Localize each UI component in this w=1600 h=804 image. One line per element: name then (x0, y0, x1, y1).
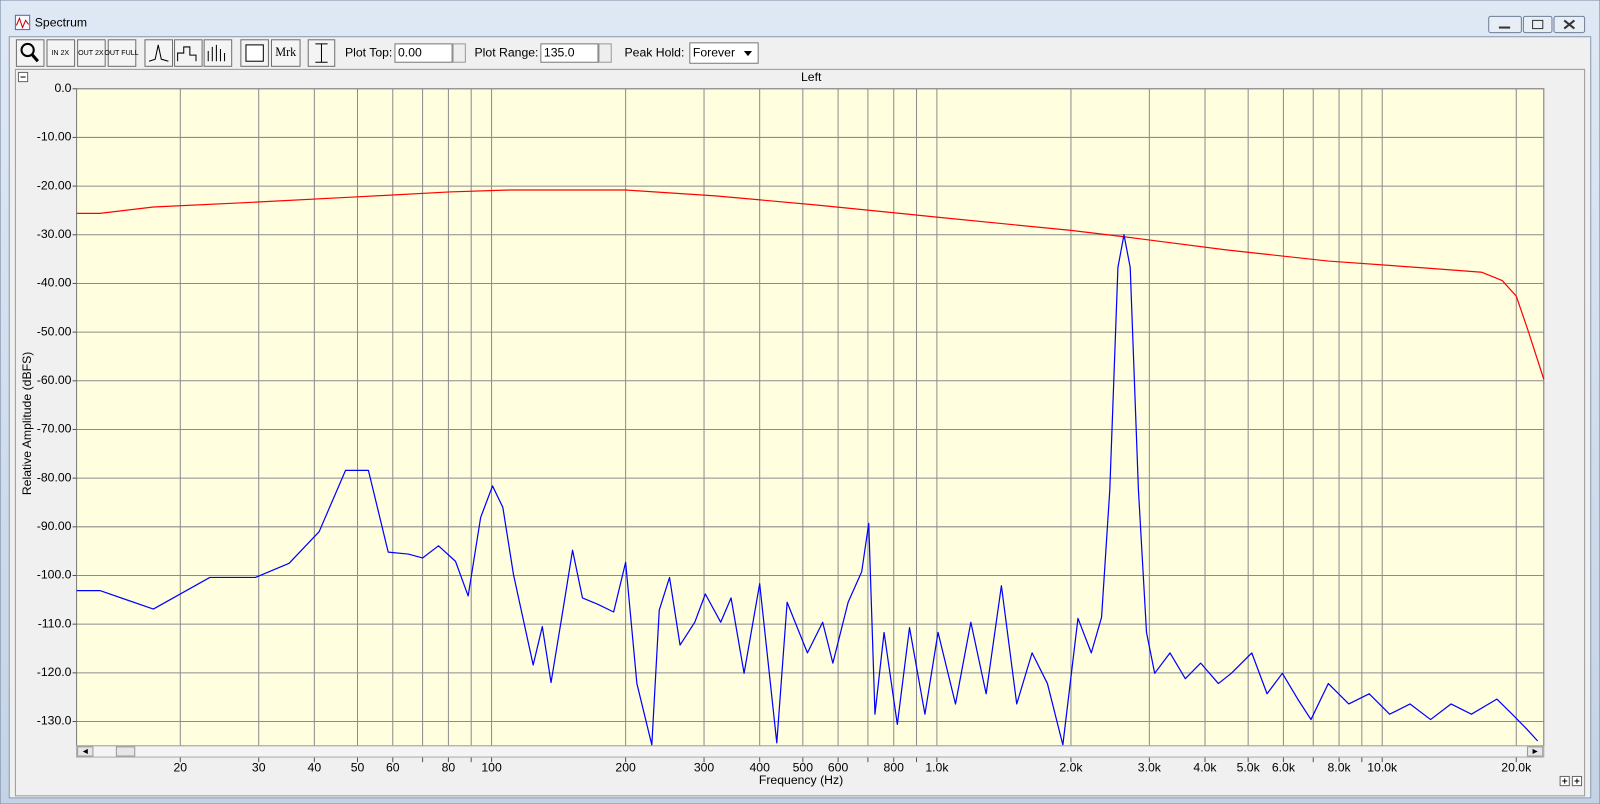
x-tick-label: 50 (351, 761, 365, 775)
app-icon-graph (15, 16, 30, 29)
x-tick-label: 3.0k (1138, 761, 1162, 775)
scroll-thumb[interactable] (115, 746, 136, 757)
x-tick-label: 20 (173, 761, 187, 775)
x-tick-label: 2.0k (1059, 761, 1083, 775)
series-line (76, 189, 1545, 380)
x-tick-label: 6.0k (1272, 761, 1296, 775)
dropdown-arrow (743, 51, 753, 57)
scrollbar[interactable] (76, 745, 1545, 758)
chart-title: Left (801, 70, 822, 84)
x-tick-label: 300 (694, 761, 715, 775)
x-tick-label: 60 (386, 761, 400, 775)
axis-labels: 0.0 -10.00 -20.00 -30.00 -40.00 -50.00 -60.00 -… (37, 81, 1532, 775)
line-mode-button[interactable] (144, 39, 174, 67)
minimize-button[interactable] (1488, 15, 1522, 34)
x-tick-label: 10.0k (1367, 761, 1398, 775)
x-tick-label: 4.0k (1193, 761, 1217, 775)
y-tick-label: -80.00 (37, 470, 72, 484)
step-mode-glyph (177, 46, 197, 62)
x-tick-label: 200 (615, 761, 636, 775)
restore-button[interactable] (1522, 15, 1553, 34)
plot-range-label: Plot Range: (475, 45, 539, 59)
y-tick-label: -30.00 (37, 227, 72, 241)
series-layer (76, 189, 1545, 746)
plot-top-value: 0.00 (398, 45, 422, 59)
bar-mode-glyph (207, 44, 226, 62)
window-title: Spectrum (35, 16, 87, 30)
y-tick-label: -120.0 (37, 665, 72, 679)
expand-glyph (1562, 778, 1580, 784)
y-tick-label: -90.00 (37, 519, 72, 533)
y-tick-label: -20.00 (37, 178, 72, 192)
y-tick-label: -110.0 (38, 616, 72, 630)
x-axis-label: Frequency (Hz) (759, 773, 843, 787)
x-tick-label: 600 (828, 761, 849, 775)
y-tick-label: 0.0 (54, 81, 71, 95)
plot-range-value: 135.0 (544, 45, 575, 59)
y-tick-label: -70.00 (37, 422, 72, 436)
y-tick-label: -10.00 (37, 130, 72, 144)
toolbar: IN 2X OUT 2X OUT FULL Mrk Plot Top: 0.00… (15, 39, 759, 67)
zoom-in-button[interactable] (46, 39, 76, 67)
grid (72, 88, 1544, 763)
autoscale-glyph (315, 43, 328, 63)
zoom-full-button[interactable] (107, 39, 137, 67)
x-tick-label: 100 (481, 761, 502, 775)
window-controls[interactable] (1488, 15, 1586, 34)
plot-top-spinner[interactable] (452, 43, 466, 63)
restore-glyph (1532, 19, 1544, 30)
x-tick-label: 500 (793, 761, 814, 775)
zoom-glyph (20, 42, 35, 58)
zoom-in-label: IN 2X (51, 49, 69, 57)
zoom-glyph-handle (30, 53, 39, 63)
scroll-left-glyph (82, 748, 88, 755)
y-tick-label: -60.00 (37, 373, 72, 387)
options-glyph (245, 44, 264, 62)
y-tick-label: -100.0 (37, 568, 72, 582)
y-tick-label: -130.0 (37, 714, 72, 728)
x-tick-label: 8.0k (1327, 761, 1351, 775)
y-tick-label: -50.00 (37, 324, 72, 338)
scroll-right-glyph (1532, 748, 1538, 755)
marker-label: Mrk (275, 45, 297, 59)
x-tick-label: 20.0k (1501, 761, 1532, 775)
peak-hold-dropdown[interactable] (689, 42, 759, 64)
series-line (76, 234, 1539, 746)
x-tick-label: 1.0k (925, 761, 949, 775)
x-tick-label: 400 (749, 761, 770, 775)
plot-range-input[interactable] (540, 43, 599, 63)
close-glyph (1563, 19, 1576, 30)
marker-button[interactable] (270, 39, 301, 67)
y-axis-label: Relative Amplitude (dBFS) (20, 352, 34, 495)
plot-top-label: Plot Top: (345, 45, 392, 59)
zoom-out-button[interactable] (77, 39, 106, 67)
plot-top-input[interactable] (394, 43, 453, 63)
x-tick-label: 5.0k (1237, 761, 1261, 775)
x-tick-label: 800 (884, 761, 905, 775)
peak-hold-value: Forever (693, 45, 735, 59)
y-tick-label: -40.00 (37, 276, 72, 290)
zoom-out-label: OUT 2X (78, 49, 104, 57)
zoom-full-label: OUT FULL (104, 49, 138, 57)
x-tick-label: 30 (252, 761, 266, 775)
line-mode-glyph (148, 44, 169, 62)
x-tick-label: 40 (308, 761, 322, 775)
peak-hold-label: Peak Hold: (625, 45, 685, 59)
plot-range-spinner[interactable] (598, 43, 612, 63)
x-tick-label: 80 (442, 761, 456, 775)
